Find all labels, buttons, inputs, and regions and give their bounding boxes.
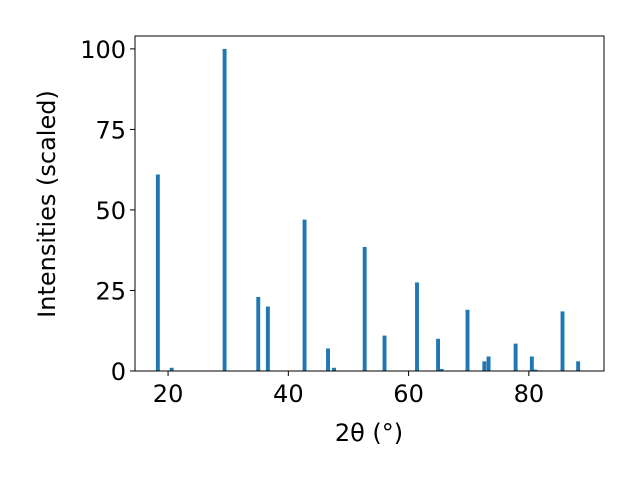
bar — [576, 361, 581, 371]
bar — [529, 356, 534, 371]
bar — [482, 361, 487, 371]
bar — [436, 338, 441, 371]
bar — [382, 335, 387, 371]
bar — [169, 367, 174, 371]
x-tick-label: 80 — [514, 380, 545, 408]
y-tick-label: 25 — [95, 277, 126, 305]
plot-frame — [134, 35, 605, 372]
bar — [439, 369, 444, 371]
bar — [256, 296, 261, 371]
y-tick-label: 100 — [80, 36, 126, 64]
y-tick-label: 50 — [95, 197, 126, 225]
x-tick-label: 20 — [153, 380, 184, 408]
bar — [155, 174, 160, 371]
bar — [486, 356, 491, 371]
y-tick-label: 0 — [111, 358, 126, 386]
bar — [465, 309, 470, 371]
x-axis-label: 2θ (°) — [335, 419, 403, 447]
bar — [326, 348, 330, 371]
bar — [265, 306, 270, 371]
x-tick-label: 60 — [393, 380, 424, 408]
bar — [533, 369, 538, 371]
x-axis-ticks: 20 40 60 80 — [153, 371, 544, 408]
bar — [362, 246, 367, 371]
x-tick-label: 40 — [273, 380, 304, 408]
bar — [415, 282, 419, 371]
bar — [560, 311, 565, 371]
y-tick-label: 75 — [95, 116, 126, 144]
bars-group — [155, 48, 581, 372]
bar — [302, 219, 307, 371]
bar — [222, 48, 227, 372]
y-axis-label: Intensities (scaled) — [33, 90, 61, 318]
bar — [513, 343, 518, 371]
y-axis-ticks: 0 25 50 75 100 — [80, 36, 135, 386]
bar — [332, 367, 336, 371]
